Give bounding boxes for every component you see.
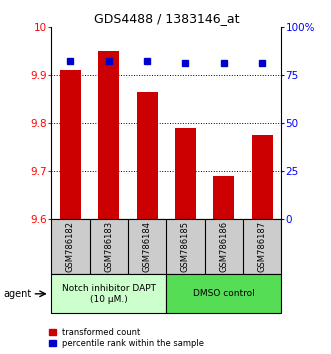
Legend: transformed count, percentile rank within the sample: transformed count, percentile rank withi…: [47, 326, 206, 350]
Bar: [252, 135, 273, 219]
Bar: [60, 70, 81, 219]
Text: GSM786184: GSM786184: [143, 221, 152, 273]
Bar: [175, 128, 196, 219]
Bar: [98, 51, 119, 219]
Text: agent: agent: [3, 289, 31, 299]
Bar: [166, 274, 281, 313]
Text: GSM786186: GSM786186: [219, 221, 228, 273]
Text: GSM786187: GSM786187: [258, 221, 267, 273]
Text: GSM786185: GSM786185: [181, 221, 190, 273]
Bar: [51, 274, 166, 313]
Bar: [213, 176, 234, 219]
Title: GDS4488 / 1383146_at: GDS4488 / 1383146_at: [94, 12, 239, 25]
Text: Notch inhibitor DAPT
(10 μM.): Notch inhibitor DAPT (10 μM.): [62, 284, 156, 303]
Text: DMSO control: DMSO control: [193, 289, 255, 298]
Bar: [137, 92, 158, 219]
Text: GSM786182: GSM786182: [66, 221, 75, 273]
Text: GSM786183: GSM786183: [104, 221, 113, 273]
